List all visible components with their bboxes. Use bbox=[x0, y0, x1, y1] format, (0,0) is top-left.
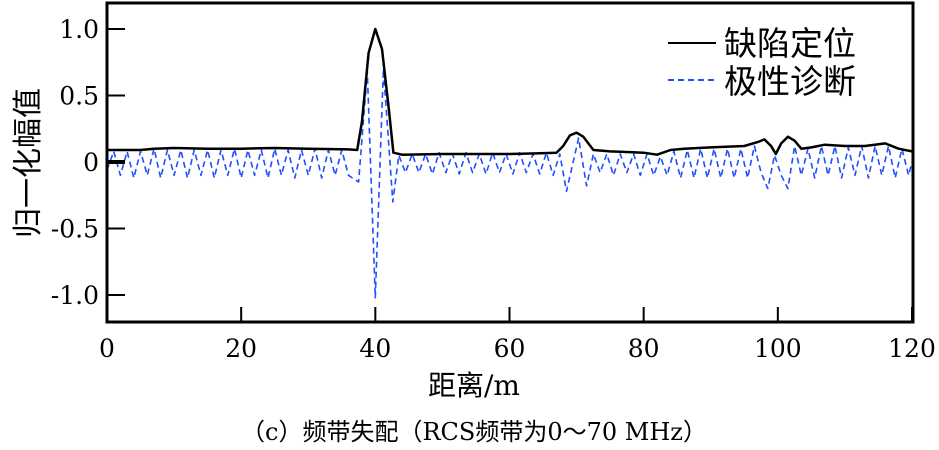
x-tick-label: 20 bbox=[225, 334, 257, 363]
y-tick-label: 1.0 bbox=[59, 15, 99, 44]
x-tick-label: 0 bbox=[99, 334, 115, 363]
legend-label-polarity: 极性诊断 bbox=[724, 62, 856, 101]
series-layer bbox=[106, 27, 913, 299]
legend: 缺陷定位 极性诊断 bbox=[668, 24, 856, 101]
y-axis-label: 归一化幅值 bbox=[11, 88, 46, 238]
legend-label-defect: 缺陷定位 bbox=[724, 24, 856, 63]
figure-caption: （c）频带失配（RCS频带为0～70 MHz） bbox=[241, 418, 707, 446]
series-polarity-diagnosis-line bbox=[106, 68, 913, 299]
x-tick-label: 40 bbox=[359, 334, 391, 363]
x-tick-label: 100 bbox=[754, 334, 802, 363]
y-tick-label: -0.5 bbox=[51, 215, 99, 244]
y-tick-label: 0.5 bbox=[59, 82, 99, 111]
x-axis-label: 距离/m bbox=[428, 369, 520, 402]
series-defect-location-line bbox=[107, 27, 913, 156]
y-tick-label: 0 bbox=[83, 148, 99, 177]
x-tick-label: 120 bbox=[888, 334, 936, 363]
axis-ticks: 0 20 40 60 80 100 120 1.0 0.5 0 -0.5 -1.0 bbox=[51, 15, 936, 363]
x-tick-label: 80 bbox=[628, 334, 660, 363]
y-tick-label: -1.0 bbox=[51, 281, 99, 310]
x-tick-label: 60 bbox=[494, 334, 526, 363]
